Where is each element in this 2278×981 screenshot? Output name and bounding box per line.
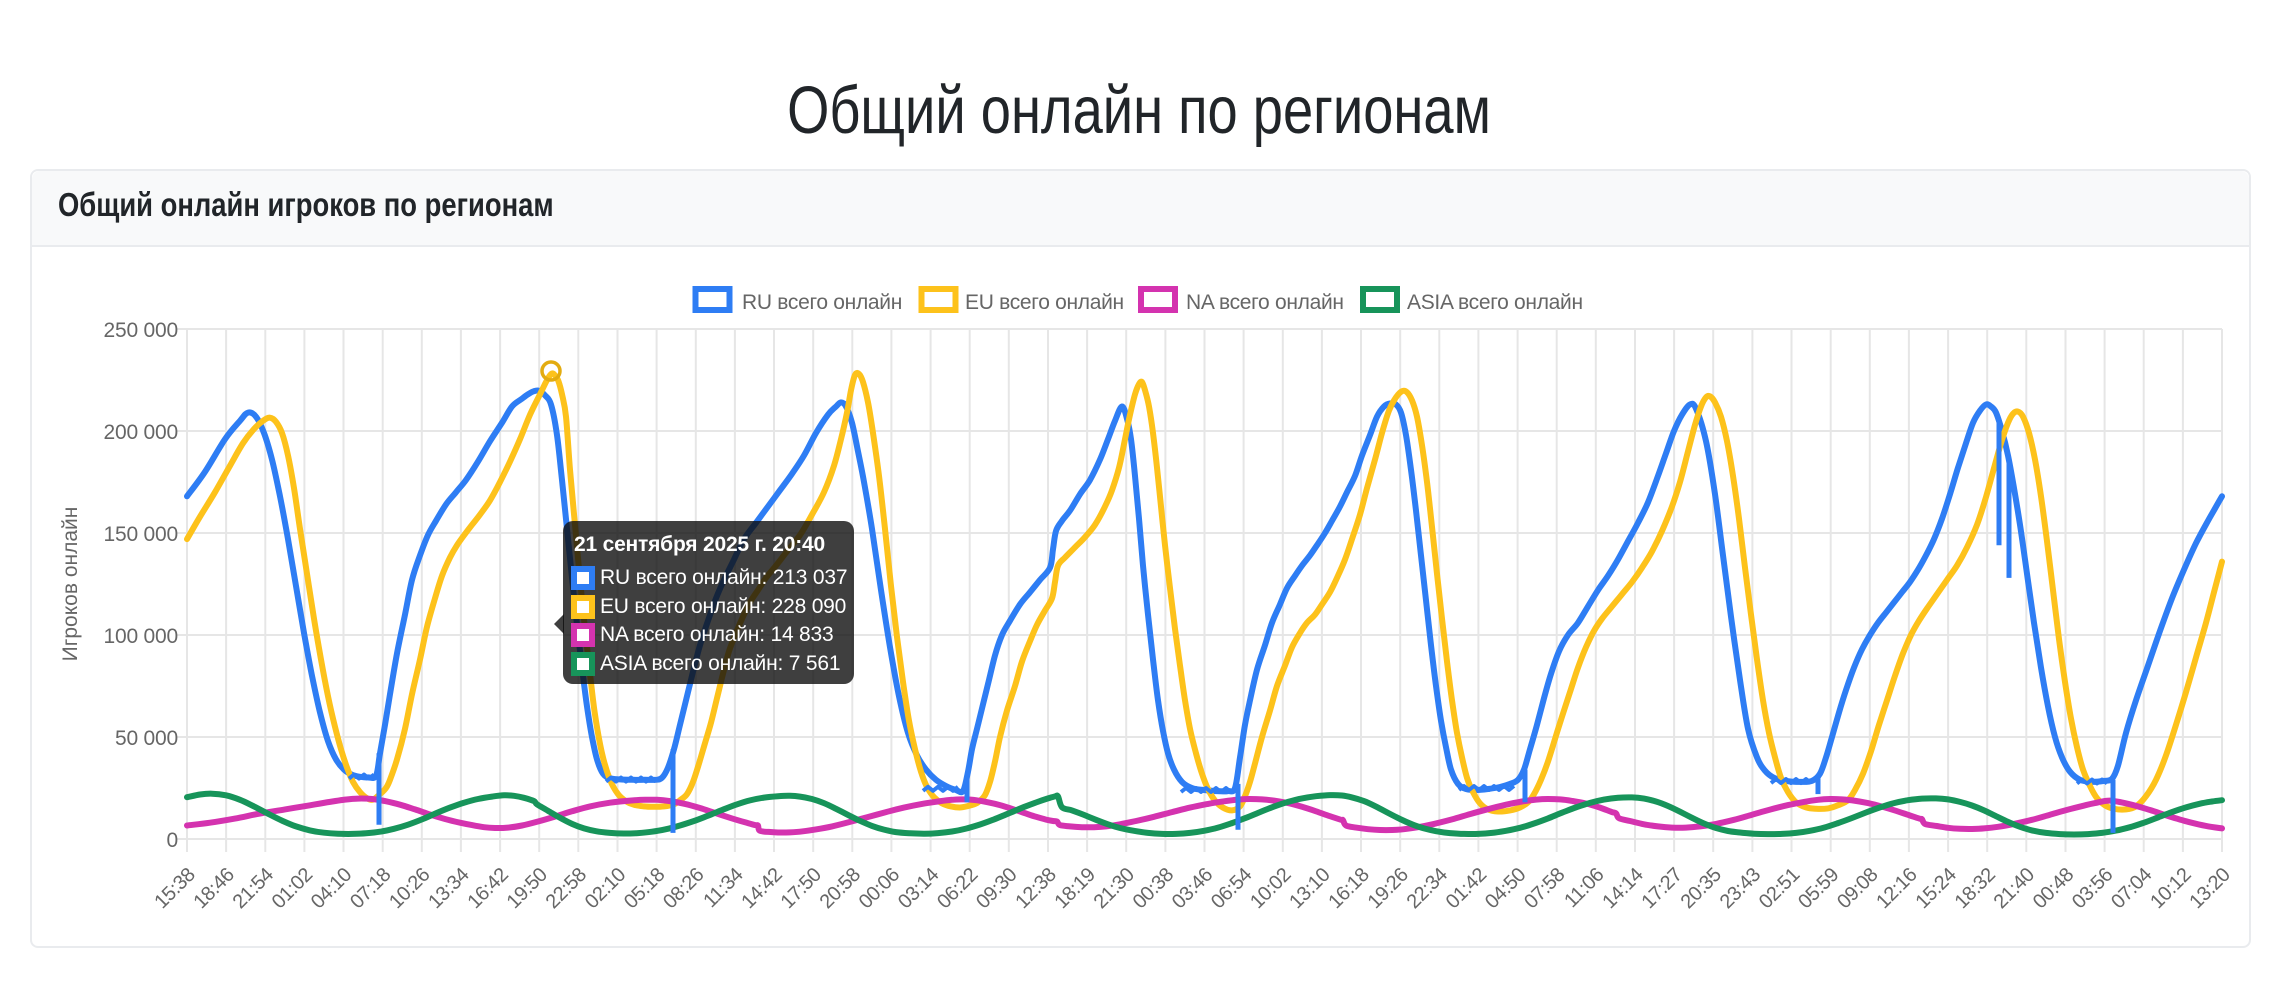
svg-text:03:56: 03:56 [2068, 864, 2117, 913]
svg-text:18:46: 18:46 [189, 864, 238, 913]
svg-text:17:50: 17:50 [777, 864, 826, 913]
svg-text:16:42: 16:42 [463, 864, 512, 913]
svg-text:10:02: 10:02 [1246, 864, 1295, 913]
svg-text:07:04: 07:04 [2107, 864, 2156, 913]
svg-text:04:10: 04:10 [307, 864, 356, 913]
svg-text:Игроков онлайн: Игроков онлайн [59, 507, 82, 662]
svg-text:18:32: 18:32 [1951, 864, 2000, 913]
svg-text:NA всего онлайн: NA всего онлайн [1186, 291, 1344, 314]
svg-text:13:10: 13:10 [1285, 864, 1334, 913]
svg-text:14:42: 14:42 [737, 864, 786, 913]
svg-text:21:40: 21:40 [1990, 864, 2039, 913]
svg-text:09:08: 09:08 [1833, 864, 1882, 913]
svg-text:ASIA всего онлайн: ASIA всего онлайн [1407, 291, 1583, 314]
svg-text:250 000: 250 000 [103, 319, 178, 342]
svg-text:23:43: 23:43 [1716, 864, 1765, 913]
svg-text:01:42: 01:42 [1442, 864, 1491, 913]
svg-text:RU всего онлайн: RU всего онлайн [742, 291, 902, 314]
svg-text:19:26: 19:26 [1364, 864, 1413, 913]
svg-text:07:18: 07:18 [346, 864, 395, 913]
svg-text:04:50: 04:50 [1481, 864, 1530, 913]
svg-text:13:34: 13:34 [424, 864, 473, 913]
svg-text:11:34: 11:34 [699, 864, 747, 912]
svg-text:12:38: 12:38 [1011, 864, 1060, 913]
svg-text:05:18: 05:18 [620, 864, 669, 913]
svg-text:03:14: 03:14 [894, 864, 943, 913]
svg-text:20:58: 20:58 [816, 864, 865, 913]
svg-text:EU всего онлайн: EU всего онлайн [965, 291, 1124, 314]
svg-text:10:26: 10:26 [385, 864, 434, 913]
svg-text:14:14: 14:14 [1598, 864, 1647, 913]
svg-text:150 000: 150 000 [103, 523, 178, 546]
svg-text:19:50: 19:50 [503, 864, 552, 913]
svg-text:200 000: 200 000 [103, 421, 178, 444]
svg-text:00:38: 00:38 [1129, 864, 1178, 913]
svg-text:15:38: 15:38 [150, 864, 199, 913]
svg-text:02:51: 02:51 [1755, 864, 1804, 913]
svg-text:03:46: 03:46 [1168, 864, 1217, 913]
svg-text:100 000: 100 000 [103, 625, 178, 648]
svg-text:21:30: 21:30 [1090, 864, 1139, 913]
svg-text:18:19: 18:19 [1050, 864, 1099, 913]
svg-text:11:06: 11:06 [1560, 864, 1608, 912]
svg-text:00:48: 00:48 [2029, 864, 2078, 913]
svg-text:0: 0 [167, 829, 178, 852]
svg-text:10:12: 10:12 [2146, 864, 2195, 913]
svg-text:12:16: 12:16 [1872, 864, 1921, 913]
svg-text:06:22: 06:22 [933, 864, 982, 913]
svg-text:09:30: 09:30 [972, 864, 1021, 913]
svg-text:22:58: 22:58 [542, 864, 591, 913]
svg-text:01:02: 01:02 [268, 864, 317, 913]
svg-text:50 000: 50 000 [115, 727, 178, 750]
svg-text:02:10: 02:10 [581, 864, 630, 913]
svg-text:16:18: 16:18 [1324, 864, 1373, 913]
svg-text:22:34: 22:34 [1403, 864, 1452, 913]
svg-text:15:24: 15:24 [1911, 864, 1960, 913]
svg-text:08:26: 08:26 [659, 864, 708, 913]
svg-text:17:27: 17:27 [1637, 864, 1686, 913]
svg-text:07:58: 07:58 [1520, 864, 1569, 913]
svg-text:13:20: 13:20 [2185, 864, 2234, 913]
svg-text:20:35: 20:35 [1677, 864, 1726, 913]
svg-text:05:59: 05:59 [1794, 864, 1843, 913]
svg-text:06:54: 06:54 [1207, 864, 1256, 913]
svg-text:21:54: 21:54 [229, 864, 278, 913]
svg-text:00:06: 00:06 [855, 864, 904, 913]
